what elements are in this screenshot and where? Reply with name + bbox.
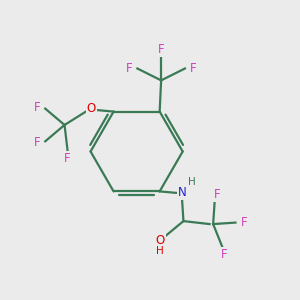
Text: F: F — [34, 100, 40, 114]
Text: F: F — [214, 188, 220, 201]
Text: F: F — [221, 248, 228, 261]
Text: H: H — [188, 177, 196, 187]
Text: F: F — [190, 62, 196, 75]
Text: F: F — [158, 43, 164, 56]
Text: F: F — [241, 216, 247, 229]
Text: F: F — [34, 136, 40, 149]
Text: O: O — [156, 234, 165, 247]
Text: O: O — [87, 102, 96, 115]
Text: F: F — [126, 62, 132, 75]
Text: F: F — [64, 152, 71, 165]
Text: H: H — [156, 246, 164, 256]
Text: N: N — [178, 186, 186, 200]
